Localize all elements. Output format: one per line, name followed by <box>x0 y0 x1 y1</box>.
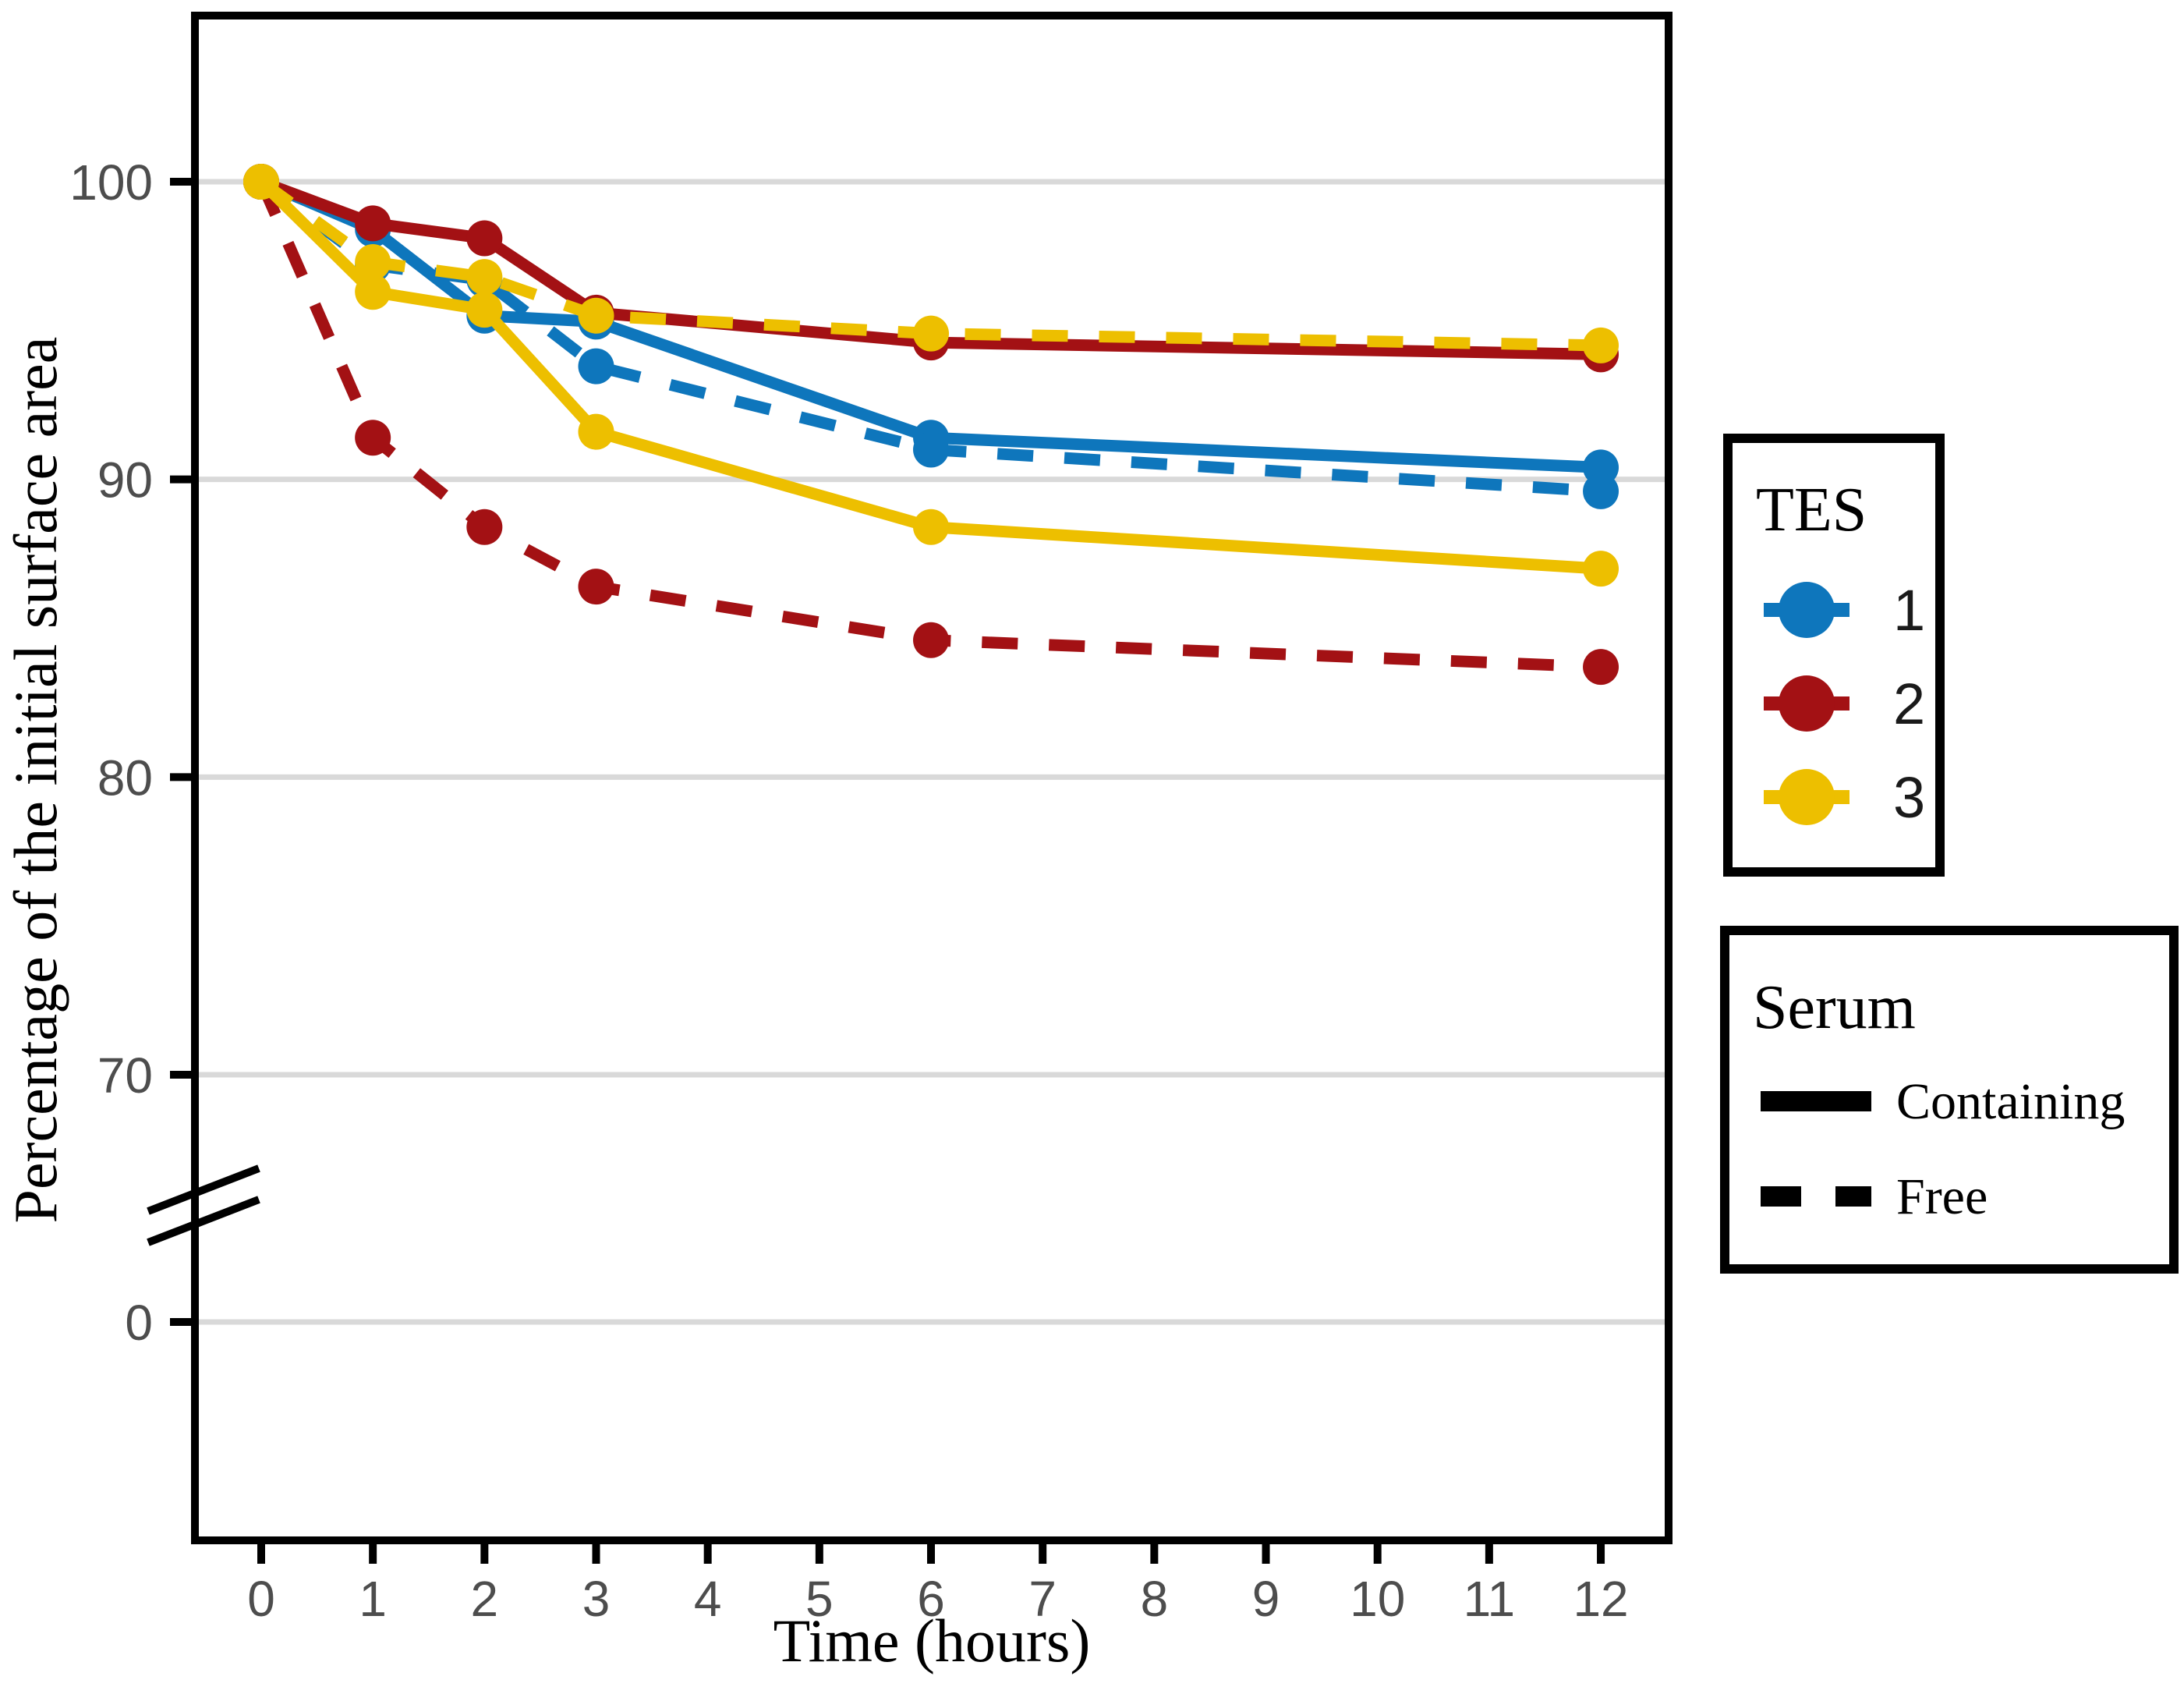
marker-tes3-containing-t12 <box>1583 551 1619 587</box>
y-tick-label-100: 100 <box>69 154 153 211</box>
legend-serum: Serum Containing Free <box>1720 926 2179 1274</box>
marker-tes3-free-t0 <box>243 164 279 200</box>
legend-tes-title: TES <box>1756 476 1867 544</box>
legend-tes-label-1: 1 <box>1893 578 1925 643</box>
marker-tes2-containing-t1 <box>355 205 391 242</box>
marker-tes3-free-t12 <box>1583 327 1619 363</box>
marker-tes2-free-t2 <box>466 509 503 545</box>
y-axis-ticks: 100 90 80 70 0 <box>69 154 195 1351</box>
marker-tes3-containing-t2 <box>466 292 503 328</box>
legend-tes-label-2: 2 <box>1893 672 1925 736</box>
marker-tes3-containing-t3 <box>578 413 614 450</box>
y-axis-title: Percentage of the initial surface area <box>2 337 69 1224</box>
marker-tes1-free-t6 <box>913 431 950 468</box>
legend-serum-label-free: Free <box>1896 1168 1988 1225</box>
x-tick-label-0: 0 <box>247 1571 275 1627</box>
marker-tes1-free-t12 <box>1583 473 1619 509</box>
series-line-tes2-containing <box>259 175 1602 360</box>
y-tick-label-80: 80 <box>97 750 153 806</box>
marker-tes3-containing-t6 <box>913 509 950 545</box>
series-layer <box>243 164 1619 686</box>
legend-tes-marker-3 <box>1779 769 1835 825</box>
x-tick-label-7: 7 <box>1028 1571 1057 1627</box>
legend-tes-label-3: 3 <box>1893 765 1925 830</box>
y-axis-break-icon <box>147 1164 260 1246</box>
x-tick-label-6: 6 <box>917 1571 945 1627</box>
series-line-tes3-free <box>257 176 1602 352</box>
x-tick-label-2: 2 <box>471 1571 499 1627</box>
marker-tes3-free-t2 <box>466 259 503 296</box>
marker-tes2-free-t1 <box>355 420 391 456</box>
marker-tes2-free-t12 <box>1583 649 1619 686</box>
y-tick-label-90: 90 <box>97 452 153 509</box>
marker-tes1-free-t3 <box>578 348 614 385</box>
x-tick-label-1: 1 <box>359 1571 387 1627</box>
marker-tes2-free-t6 <box>913 622 950 658</box>
marker-tes3-free-t3 <box>578 297 614 334</box>
x-tick-label-11: 11 <box>1464 1571 1515 1627</box>
x-tick-label-9: 9 <box>1252 1571 1280 1627</box>
legend-tes-items: 1 2 3 <box>1764 578 1925 830</box>
marker-tes3-containing-t1 <box>355 274 391 310</box>
legend-serum-title: Serum <box>1753 973 1916 1042</box>
series-line-tes3-containing <box>257 177 1602 575</box>
x-axis-title: Time (hours) <box>773 1607 1091 1675</box>
x-tick-label-10: 10 <box>1350 1571 1405 1627</box>
y-tick-label-0: 0 <box>125 1295 153 1351</box>
series-line-tes2-free <box>256 179 1602 673</box>
legend-serum-label-containing: Containing <box>1896 1073 2125 1130</box>
marker-tes2-free-t3 <box>578 569 614 605</box>
legend-tes-marker-1 <box>1779 582 1835 638</box>
legend-tes: TES 1 2 3 <box>1723 434 1945 877</box>
marker-tes2-containing-t2 <box>466 220 503 257</box>
legend-serum-items: Containing Free <box>1761 1073 2125 1225</box>
x-tick-label-3: 3 <box>582 1571 611 1627</box>
x-axis-ticks: 0 1 2 3 4 5 6 7 8 9 10 11 12 <box>247 1540 1629 1627</box>
legend-tes-marker-2 <box>1779 675 1835 732</box>
y-tick-label-70: 70 <box>97 1047 153 1104</box>
x-tick-label-5: 5 <box>805 1571 834 1627</box>
x-tick-label-8: 8 <box>1141 1571 1169 1627</box>
marker-tes3-free-t1 <box>355 244 391 281</box>
marker-tes3-free-t6 <box>913 315 950 352</box>
x-tick-label-4: 4 <box>694 1571 722 1627</box>
x-tick-label-12: 12 <box>1573 1571 1628 1627</box>
